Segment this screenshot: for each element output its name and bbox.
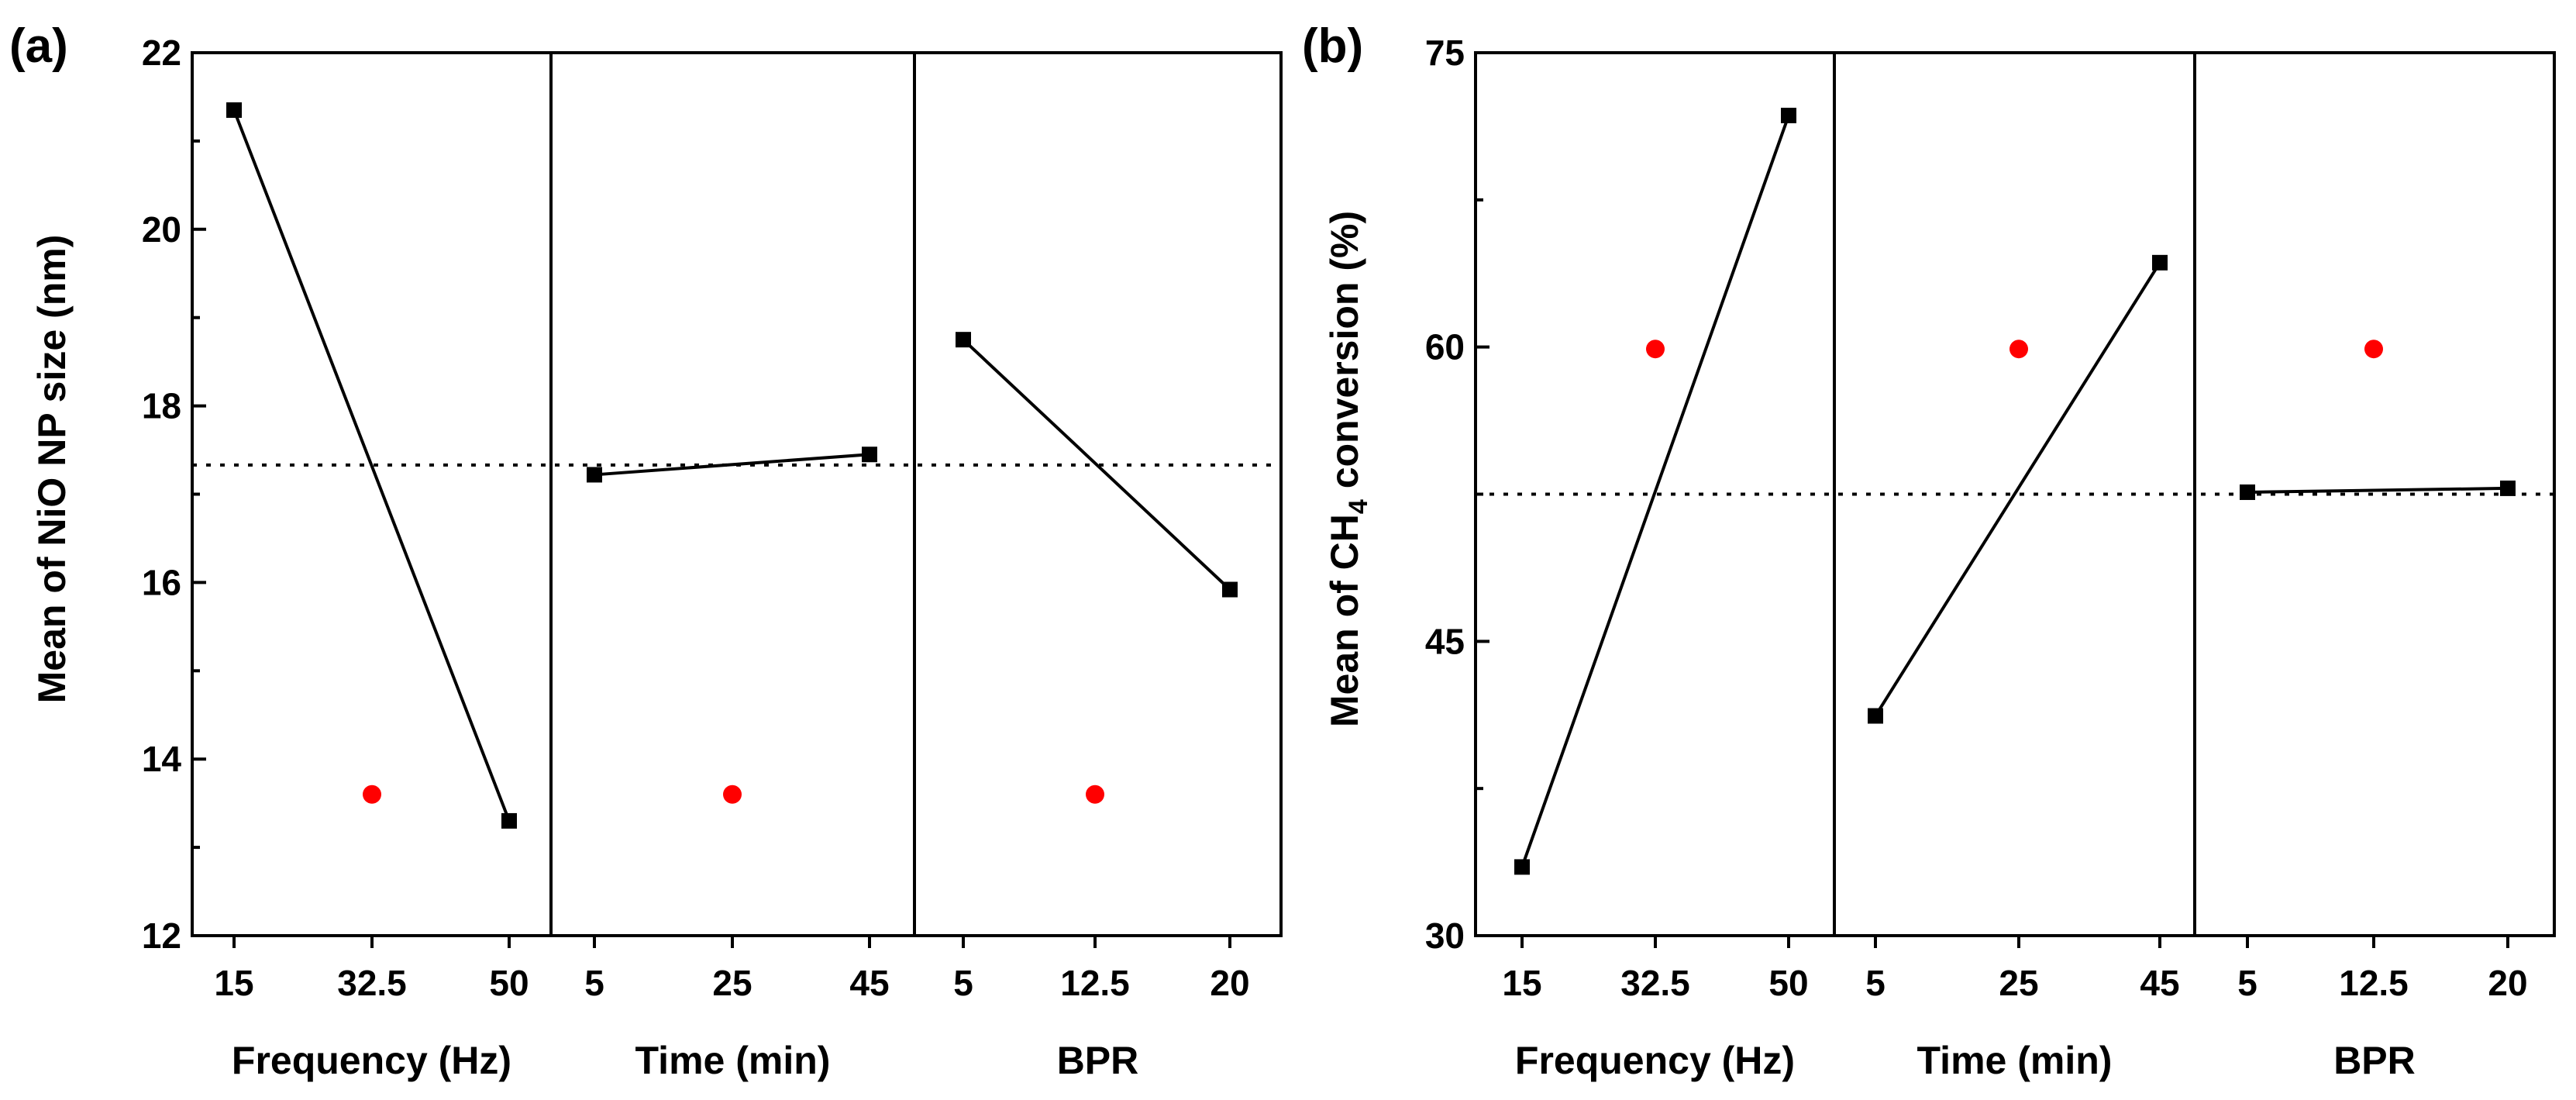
panel-a-bpr-red-point	[1086, 784, 1104, 804]
panel-a-label: (a)	[9, 19, 68, 73]
panel-b-y-axis-label: Mean of CH4 conversion (%)	[1323, 211, 1373, 727]
panel-b-bpr-tick-1: 5	[2237, 963, 2257, 1003]
panel-a-frame	[191, 51, 1283, 937]
y-tick-label: 16	[142, 562, 181, 602]
panel-b-frequency-tick-2: 32.5	[1620, 963, 1690, 1003]
panel-a-frequency-tick-1: 15	[214, 963, 253, 1003]
y-tick-label: 18	[142, 386, 181, 426]
panel-a-frequency-tick-3: 50	[489, 963, 529, 1003]
panel-a-frequency-line	[232, 109, 511, 822]
panel-b-time-tick-2: 25	[1999, 963, 2038, 1003]
panel-a-y-axis-label: Mean of NiO NP size (nm)	[30, 235, 74, 704]
panel-b-bpr-x-label: BPR	[2333, 1039, 2416, 1082]
panel-b: (b) Mean of CH4 conversion (%) 30456075 …	[1302, 19, 2556, 1082]
panel-a-time-tick-3: 45	[849, 963, 889, 1003]
panel-b-frequency-tick-3: 50	[1768, 963, 1808, 1003]
panel-a-time-tick-1: 5	[584, 963, 604, 1003]
panel-a-time-tick-2: 25	[712, 963, 752, 1003]
panel-b-frequency-point-1	[1514, 859, 1530, 875]
panel-b-time-x-label: Time (min)	[1917, 1039, 2113, 1082]
panel-b-time-point-1	[1868, 708, 1883, 724]
panel-a-frequency-point-1	[226, 102, 242, 119]
panel-a-time-red-point	[723, 784, 742, 804]
panel-a-bpr-point-2	[1222, 581, 1238, 598]
y-tick-label: 30	[1425, 916, 1465, 956]
y-tick-label: 45	[1425, 621, 1465, 661]
panel-a-time-point-2	[862, 447, 877, 463]
panel-b-bpr-tick-2: 12.5	[2339, 963, 2409, 1003]
panel-b-bpr-point-1	[2240, 484, 2255, 500]
panel-a-time-line	[594, 453, 870, 477]
panel-a-factor-bpr: 5 12.5 20 BPR	[953, 332, 1250, 1082]
panel-a-bpr-x-label: BPR	[1057, 1039, 1139, 1082]
panel-b-bpr-point-2	[2500, 480, 2516, 496]
panel-a-bpr-tick-1: 5	[953, 963, 973, 1003]
panel-a-factor-frequency: 15 32.5 50 Frequency (Hz)	[214, 102, 529, 1082]
panel-a-frequency-x-label: Frequency (Hz)	[232, 1039, 511, 1082]
panel-b-time-line	[1874, 261, 2161, 717]
panel-b-bpr-line	[2247, 486, 2509, 494]
panel-a: (a) Mean of NiO NP size (nm) 12 14 16 18 20 2…	[9, 19, 1283, 1082]
panel-a-frequency-tick-2: 32.5	[337, 963, 407, 1003]
panel-b-label: (b)	[1302, 19, 1363, 73]
y-tick-label: 60	[1425, 327, 1465, 367]
panel-b-bpr-tick-3: 20	[2488, 963, 2527, 1003]
panel-b-frequency-line	[1520, 115, 1790, 868]
panel-a-bpr-tick-3: 20	[1210, 963, 1249, 1003]
panel-a-bpr-point-1	[956, 332, 971, 348]
panel-b-ylabel-subscript: 4	[1344, 499, 1373, 514]
panel-a-time-point-1	[587, 467, 602, 483]
panel-b-time-point-2	[2152, 254, 2168, 271]
panel-a-bpr-tick-2: 12.5	[1060, 963, 1130, 1003]
y-tick-label: 14	[142, 739, 182, 779]
panel-b-frequency-point-2	[1781, 107, 1796, 123]
panel-a-frequency-red-point	[363, 784, 381, 804]
y-tick-label: 12	[142, 916, 181, 956]
panel-b-frequency-x-label: Frequency (Hz)	[1515, 1039, 1795, 1082]
panel-b-ylabel-suffix: conversion (%)	[1323, 211, 1366, 499]
panel-a-frequency-point-2	[501, 812, 517, 829]
panel-b-factor-bpr: 5 12.5 20 BPR	[2237, 340, 2528, 1082]
panel-b-frequency-red-point	[1646, 340, 1665, 359]
panel-b-bpr-red-point	[2364, 340, 2383, 359]
panel-a-bpr-line	[962, 338, 1231, 591]
panel-b-y-axis: 30 45 60 75	[1425, 33, 1489, 956]
y-tick-label: 22	[142, 33, 181, 73]
y-tick-label: 75	[1425, 33, 1465, 73]
panel-b-time-red-point	[2009, 340, 2028, 359]
panel-a-factor-time: 5 25 45 Time (min)	[584, 447, 890, 1082]
panel-b-frequency-tick-1: 15	[1502, 963, 1541, 1003]
panel-b-factor-frequency: 15 32.5 50 Frequency (Hz)	[1502, 107, 1809, 1082]
panel-b-ylabel-prefix: Mean of CH	[1323, 514, 1366, 727]
panel-b-time-tick-1: 5	[1865, 963, 1886, 1003]
y-tick-label: 20	[142, 209, 181, 250]
panel-a-y-axis: 12 14 16 18 20 22	[142, 33, 206, 956]
panel-b-time-tick-3: 45	[2140, 963, 2179, 1003]
panel-b-factor-time: 5 25 45 Time (min)	[1865, 254, 2180, 1082]
panel-a-time-x-label: Time (min)	[635, 1039, 831, 1082]
